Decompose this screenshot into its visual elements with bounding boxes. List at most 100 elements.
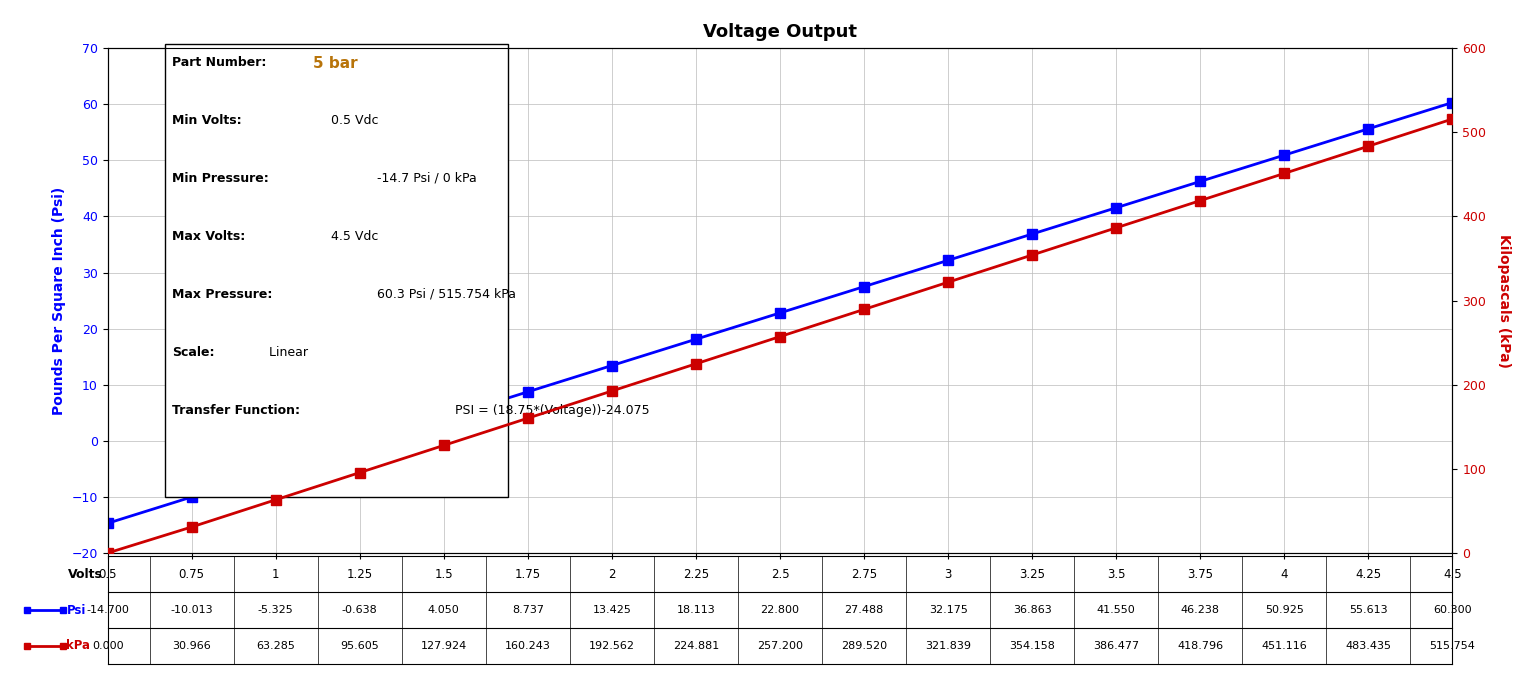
Psi bbox=[435, 414, 453, 423]
Text: kPa: kPa bbox=[66, 640, 91, 652]
kPa bbox=[183, 523, 201, 531]
Psi bbox=[1359, 124, 1377, 133]
Text: 515.754: 515.754 bbox=[1429, 641, 1476, 651]
Text: Max Volts:: Max Volts: bbox=[172, 230, 246, 243]
Text: -0.638: -0.638 bbox=[341, 605, 378, 615]
Text: 2.75: 2.75 bbox=[851, 568, 878, 581]
kPa bbox=[518, 414, 536, 423]
Psi bbox=[603, 361, 621, 370]
Text: 50.925: 50.925 bbox=[1265, 605, 1303, 615]
Text: 1.5: 1.5 bbox=[435, 568, 453, 581]
Text: PSI = (18.75*(Voltage))-24.075: PSI = (18.75*(Voltage))-24.075 bbox=[450, 404, 649, 417]
Text: 2.25: 2.25 bbox=[682, 568, 709, 581]
kPa bbox=[1359, 142, 1377, 150]
Text: 1: 1 bbox=[272, 568, 280, 581]
Text: Min Pressure:: Min Pressure: bbox=[172, 172, 269, 185]
Text: -10.013: -10.013 bbox=[171, 605, 214, 615]
Text: 60.300: 60.300 bbox=[1432, 605, 1472, 615]
kPa bbox=[603, 387, 621, 395]
Text: 127.924: 127.924 bbox=[421, 641, 467, 651]
Text: 32.175: 32.175 bbox=[928, 605, 968, 615]
kPa bbox=[939, 278, 958, 286]
Text: 160.243: 160.243 bbox=[506, 641, 550, 651]
Psi bbox=[772, 308, 790, 317]
Psi bbox=[350, 440, 369, 449]
Text: 1.75: 1.75 bbox=[515, 568, 541, 581]
Text: Volts: Volts bbox=[68, 568, 103, 581]
Text: 1.25: 1.25 bbox=[347, 568, 373, 581]
kPa bbox=[266, 495, 284, 504]
Text: 22.800: 22.800 bbox=[761, 605, 799, 615]
Text: 4.5: 4.5 bbox=[1443, 568, 1462, 581]
kPa bbox=[855, 305, 873, 313]
Text: 18.113: 18.113 bbox=[676, 605, 715, 615]
Text: 41.550: 41.550 bbox=[1097, 605, 1136, 615]
Text: 60.3 Psi / 515.754 kPa: 60.3 Psi / 515.754 kPa bbox=[373, 288, 516, 301]
Text: 2: 2 bbox=[609, 568, 616, 581]
Text: 63.285: 63.285 bbox=[257, 641, 295, 651]
Title: Voltage Output: Voltage Output bbox=[702, 23, 858, 41]
Text: 46.238: 46.238 bbox=[1180, 605, 1220, 615]
Line: kPa: kPa bbox=[103, 114, 1457, 558]
Psi bbox=[855, 282, 873, 291]
Text: 13.425: 13.425 bbox=[592, 605, 632, 615]
kPa bbox=[350, 469, 369, 477]
Text: 3.5: 3.5 bbox=[1107, 568, 1125, 581]
Psi bbox=[518, 387, 536, 396]
Psi bbox=[1443, 98, 1462, 106]
Psi bbox=[98, 519, 117, 528]
kPa bbox=[435, 441, 453, 449]
Y-axis label: Kilopascals (kPa): Kilopascals (kPa) bbox=[1497, 234, 1511, 368]
Text: 27.488: 27.488 bbox=[844, 605, 884, 615]
Psi bbox=[1107, 203, 1125, 212]
Text: 192.562: 192.562 bbox=[589, 641, 635, 651]
Text: Part Number:: Part Number: bbox=[172, 56, 266, 69]
kPa bbox=[1191, 196, 1210, 205]
Text: Psi: Psi bbox=[66, 604, 86, 616]
Text: Linear: Linear bbox=[264, 346, 307, 359]
Text: 4.050: 4.050 bbox=[427, 605, 460, 615]
Text: 483.435: 483.435 bbox=[1345, 641, 1391, 651]
kPa bbox=[1024, 251, 1042, 259]
Psi bbox=[1024, 230, 1042, 238]
Text: 2.5: 2.5 bbox=[770, 568, 790, 581]
Text: 0.75: 0.75 bbox=[178, 568, 204, 581]
Text: Transfer Function:: Transfer Function: bbox=[172, 404, 300, 417]
Text: 386.477: 386.477 bbox=[1093, 641, 1139, 651]
Text: 321.839: 321.839 bbox=[925, 641, 971, 651]
Psi bbox=[687, 335, 705, 344]
Text: 95.605: 95.605 bbox=[340, 641, 380, 651]
Text: 36.863: 36.863 bbox=[1013, 605, 1051, 615]
Text: Scale:: Scale: bbox=[172, 346, 215, 359]
Text: 3.25: 3.25 bbox=[1019, 568, 1045, 581]
FancyBboxPatch shape bbox=[166, 44, 509, 497]
Text: 418.796: 418.796 bbox=[1177, 641, 1223, 651]
Text: 451.116: 451.116 bbox=[1262, 641, 1308, 651]
Text: 8.737: 8.737 bbox=[512, 605, 544, 615]
Text: 0.000: 0.000 bbox=[92, 641, 123, 651]
Text: -14.7 Psi / 0 kPa: -14.7 Psi / 0 kPa bbox=[373, 172, 476, 185]
Psi bbox=[1191, 177, 1210, 185]
Text: 257.200: 257.200 bbox=[758, 641, 802, 651]
Text: 289.520: 289.520 bbox=[841, 641, 887, 651]
Text: 3.75: 3.75 bbox=[1187, 568, 1213, 581]
kPa bbox=[1443, 115, 1462, 123]
Psi bbox=[1276, 151, 1294, 159]
kPa bbox=[687, 360, 705, 368]
Text: 4.5 Vdc: 4.5 Vdc bbox=[327, 230, 378, 243]
Text: -14.700: -14.700 bbox=[86, 605, 129, 615]
Line: Psi: Psi bbox=[103, 98, 1457, 528]
Psi bbox=[266, 466, 284, 475]
Text: 224.881: 224.881 bbox=[673, 641, 719, 651]
Text: 0.5 Vdc: 0.5 Vdc bbox=[327, 114, 378, 126]
Text: 55.613: 55.613 bbox=[1349, 605, 1388, 615]
Text: Max Pressure:: Max Pressure: bbox=[172, 288, 272, 301]
Text: Min Volts:: Min Volts: bbox=[172, 114, 241, 126]
Text: -5.325: -5.325 bbox=[258, 605, 294, 615]
Text: 4: 4 bbox=[1280, 568, 1288, 581]
Text: 30.966: 30.966 bbox=[172, 641, 211, 651]
Text: 0.5: 0.5 bbox=[98, 568, 117, 581]
Text: 3: 3 bbox=[944, 568, 951, 581]
Psi bbox=[939, 256, 958, 264]
Text: 5 bar: 5 bar bbox=[314, 56, 358, 71]
